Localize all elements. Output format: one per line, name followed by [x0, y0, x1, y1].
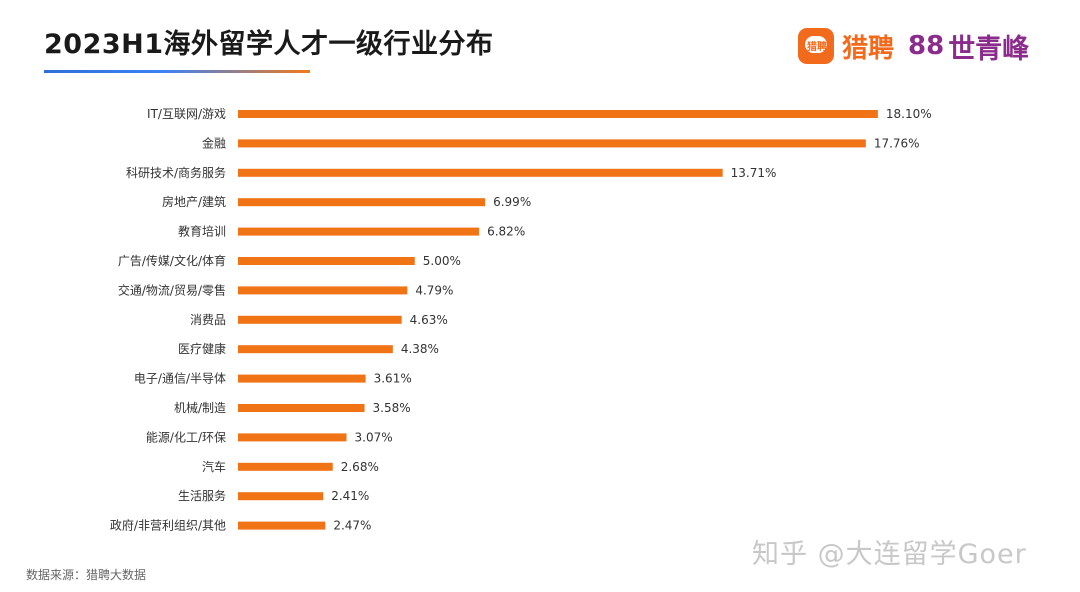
chart-title: 2023H1海外留学人才一级行业分布	[44, 29, 494, 60]
value-label: 4.38%	[401, 342, 439, 356]
category-label: 金融	[202, 135, 226, 150]
bar	[238, 521, 326, 530]
liepin-logo-text: 猎聘	[807, 42, 827, 53]
value-label: 4.63%	[410, 313, 448, 327]
bar	[238, 462, 333, 471]
liepin-brand-name: 猎聘	[842, 33, 895, 64]
bar	[238, 198, 486, 207]
category-label: 消费品	[190, 313, 226, 327]
title-underline	[44, 70, 310, 73]
category-label: 汽车	[202, 459, 226, 474]
bar	[238, 110, 878, 118]
shiqingfeng-brand: 88 世青峰	[908, 26, 1029, 66]
bar	[238, 315, 402, 324]
bar	[238, 374, 366, 383]
value-label: 6.99%	[493, 195, 531, 209]
shiqingfeng-brand-name: 世青峰	[948, 33, 1030, 65]
category-label: 政府/非营利组织/其他	[110, 518, 226, 533]
category-label: 机械/制造	[174, 400, 226, 415]
value-label: 17.76%	[874, 136, 920, 150]
category-label: 交通/物流/贸易/零售	[118, 282, 226, 297]
category-label: 教育培训	[178, 224, 226, 239]
category-label: 电子/通信/半导体	[134, 372, 226, 386]
bar-chart-svg: IT/互联网/游戏 18.10% 金融 17.76% 科研技术/商务服务 13.71% 房地…	[110, 107, 932, 533]
value-label: 3.61%	[374, 372, 412, 386]
value-label: 4.79%	[415, 283, 453, 297]
bar	[238, 492, 324, 501]
bar	[238, 345, 393, 354]
value-label: 3.58%	[373, 401, 411, 415]
data-source-note: 数据来源：猎聘大数据	[26, 568, 147, 582]
bar	[238, 227, 480, 236]
category-label: 科研技术/商务服务	[126, 165, 226, 180]
bar	[238, 139, 866, 148]
value-label: 13.71%	[731, 166, 777, 180]
category-label: 广告/传媒/文化/体育	[118, 253, 226, 268]
bar-chart: IT/互联网/游戏 18.10% 金融 17.76% 科研技术/商务服务 13.71% 房地…	[0, 96, 1080, 546]
value-label: 18.10%	[886, 107, 932, 121]
value-label: 5.00%	[423, 254, 461, 268]
value-label: 2.47%	[333, 519, 371, 533]
category-label: 生活服务	[178, 488, 226, 503]
liepin-brand: 猎聘 猎聘	[798, 26, 894, 66]
watermark: 知乎 @大连留学Goer	[752, 539, 1027, 570]
value-label: 2.68%	[341, 460, 379, 474]
value-label: 6.82%	[487, 225, 525, 239]
category-label: 房地产/建筑	[162, 194, 226, 209]
shiqingfeng-logo-icon: 88	[908, 31, 945, 61]
bar	[238, 286, 408, 295]
category-label: 能源/化工/环保	[146, 430, 226, 444]
bar	[238, 168, 723, 177]
liepin-logo-icon: 猎聘	[798, 28, 834, 64]
category-label: IT/互联网/游戏	[147, 107, 226, 121]
bar	[238, 257, 415, 265]
bar	[238, 404, 365, 412]
value-label: 2.41%	[331, 489, 369, 503]
bar	[238, 433, 347, 442]
category-label: 医疗健康	[178, 341, 226, 356]
value-label: 3.07%	[355, 430, 393, 444]
